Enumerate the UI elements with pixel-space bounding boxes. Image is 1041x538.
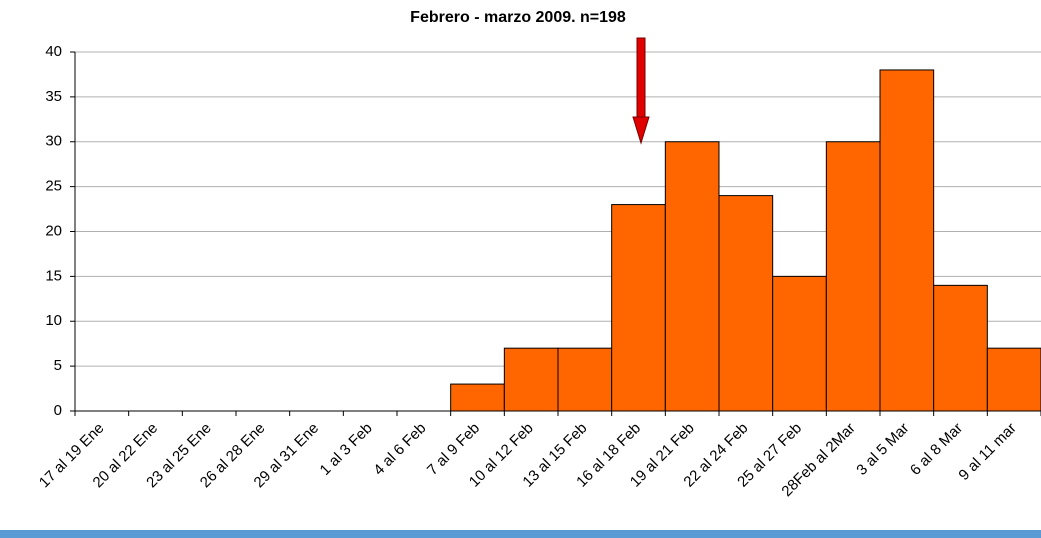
y-tick-label: 10 bbox=[45, 312, 62, 329]
y-tick-label: 0 bbox=[54, 402, 62, 419]
x-tick-label: 3 al 5 Mar bbox=[853, 420, 912, 479]
bar bbox=[825, 141, 881, 412]
y-tick-label: 5 bbox=[54, 357, 62, 374]
y-tick-label: 40 bbox=[45, 43, 62, 60]
y-tick-label: 25 bbox=[45, 178, 62, 195]
bar bbox=[986, 347, 1041, 412]
bar bbox=[557, 347, 613, 412]
bar bbox=[933, 284, 988, 412]
x-tick-label: 4 al 6 Feb bbox=[370, 420, 429, 479]
bar bbox=[503, 347, 559, 412]
bar bbox=[664, 141, 720, 412]
y-tick-label: 15 bbox=[45, 267, 62, 284]
bar bbox=[879, 69, 935, 412]
y-tick-label: 35 bbox=[45, 88, 62, 105]
chart-title: Febrero - marzo 2009. n=198 bbox=[410, 9, 626, 26]
y-tick-label: 20 bbox=[45, 222, 62, 239]
x-tick-label: 9 al 11 mar bbox=[955, 420, 1019, 484]
y-tick-label: 30 bbox=[45, 133, 62, 150]
bar bbox=[611, 204, 666, 412]
annotation-arrow bbox=[632, 37, 650, 145]
bar bbox=[718, 195, 774, 412]
bar bbox=[772, 275, 827, 412]
bar bbox=[450, 383, 505, 412]
bottom-bar bbox=[0, 530, 1041, 538]
x-tick-label: 1 al 3 Feb bbox=[317, 420, 376, 479]
